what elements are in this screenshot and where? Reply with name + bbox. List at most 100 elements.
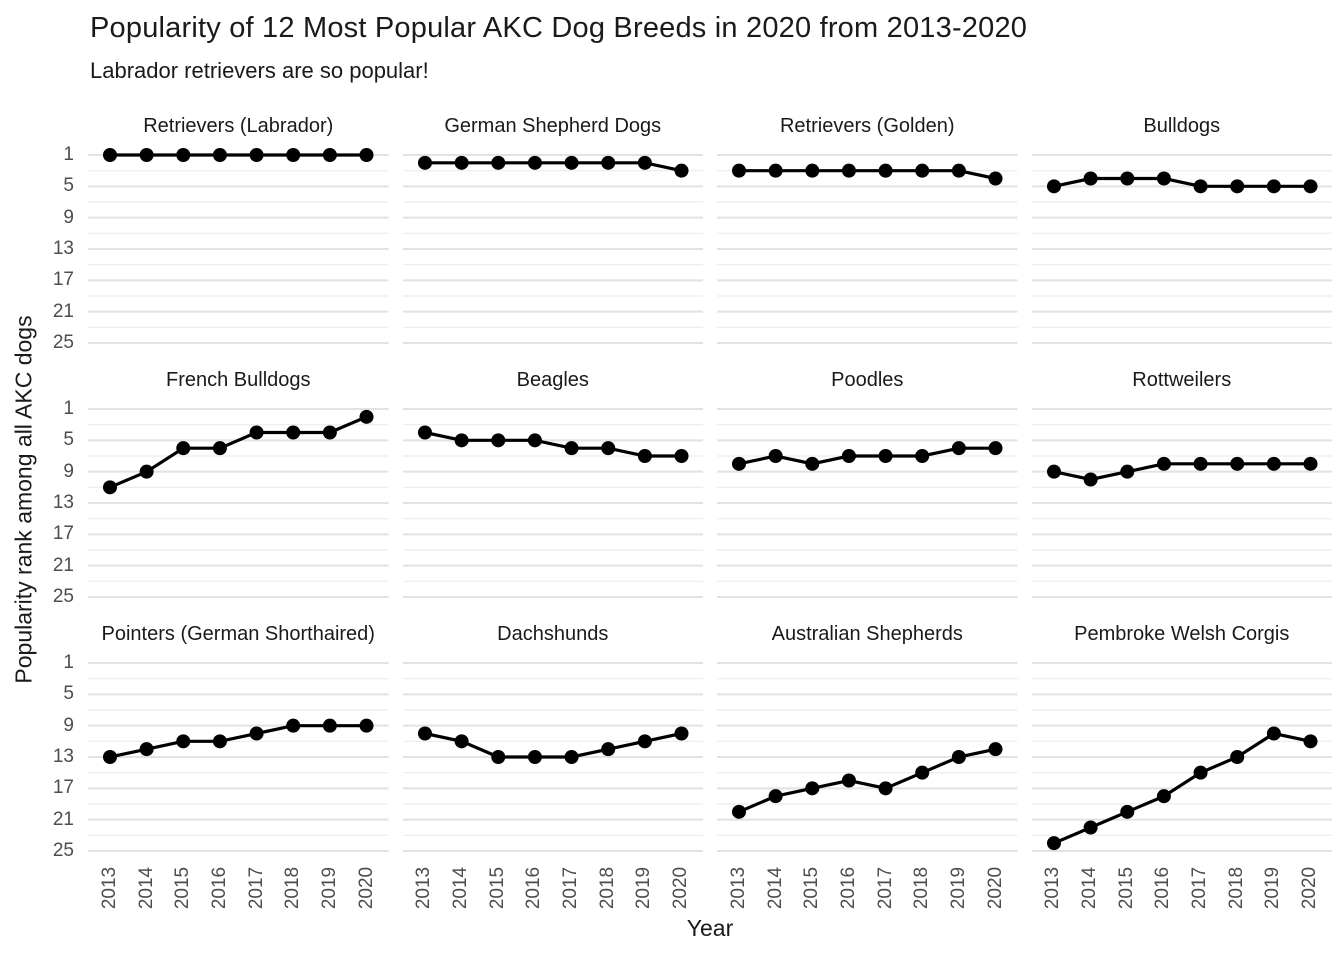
data-point xyxy=(417,726,432,741)
facet-plot-area xyxy=(1031,408,1332,598)
facet-panel: Pointers (German Shorthaired) xyxy=(88,621,389,861)
data-point xyxy=(915,163,930,178)
x-axis-tick-label: 2019 xyxy=(947,866,969,910)
data-point xyxy=(637,448,652,463)
x-axis-tick-label: 2013 xyxy=(727,866,749,910)
facet-strip-title: Bulldogs xyxy=(1143,115,1221,137)
y-axis-title: Popularity rank among all AKC dogs xyxy=(10,315,37,684)
x-axis-tick-label: 2014 xyxy=(135,866,157,910)
x-axis-tick-label: 2014 xyxy=(450,866,472,910)
data-point xyxy=(490,433,505,448)
x-axis-tick-label: 2014 xyxy=(764,866,786,910)
x-axis-tick-label: 2013 xyxy=(1042,866,1064,910)
x-axis-tick-label: 2015 xyxy=(1115,866,1137,910)
y-axis-tick-label: 13 xyxy=(52,745,74,767)
data-point xyxy=(1303,456,1318,471)
facet-strip-title: Pembroke Welsh Corgis xyxy=(1074,623,1290,645)
y-axis-tick-label: 13 xyxy=(52,491,74,513)
facet-panel: Beagles xyxy=(402,367,703,607)
data-point xyxy=(322,425,337,440)
data-point xyxy=(527,155,542,170)
data-point xyxy=(322,718,337,733)
data-point xyxy=(212,441,227,456)
data-point xyxy=(102,148,117,162)
data-point xyxy=(768,163,783,178)
y-axis-tick-label: 5 xyxy=(63,429,74,451)
facet-panel: French Bulldogs xyxy=(88,367,389,607)
y-axis-tick-label: 25 xyxy=(52,585,74,607)
x-axis-tick-label: 2013 xyxy=(413,866,435,910)
data-point xyxy=(212,148,227,162)
data-point xyxy=(988,441,1003,456)
facet-strip-title: Beagles xyxy=(516,369,589,391)
data-point xyxy=(286,718,301,733)
data-point xyxy=(731,456,746,471)
data-point xyxy=(841,773,856,788)
y-axis-tick-label: 5 xyxy=(63,175,74,197)
y-axis-tick-label: 1 xyxy=(63,652,74,673)
x-axis-tick-label: 2018 xyxy=(596,866,618,910)
data-point xyxy=(454,433,469,448)
data-point xyxy=(1156,456,1171,471)
data-point xyxy=(249,726,264,741)
facet-panel: German Shepherd Dogs xyxy=(402,113,703,353)
data-point xyxy=(1193,179,1208,194)
data-point xyxy=(674,448,689,463)
x-axis-tick-label: 2020 xyxy=(355,866,377,910)
x-axis-tick-label: 2016 xyxy=(1152,866,1174,910)
data-point xyxy=(1156,789,1171,804)
data-point xyxy=(417,425,432,440)
data-point xyxy=(417,155,432,170)
y-axis-tick-label: 25 xyxy=(52,331,74,353)
data-point xyxy=(102,749,117,764)
chart-subtitle: Labrador retrievers are so popular! xyxy=(90,58,429,83)
facet-strip-title: Retrievers (Labrador) xyxy=(143,115,334,137)
facet-panel: Retrievers (Labrador) xyxy=(88,113,389,353)
y-axis-tick-column: 1 5 9 13 17 21 25 xyxy=(40,367,74,607)
data-point xyxy=(731,804,746,819)
x-axis-tick-label: 2016 xyxy=(208,866,230,910)
data-point xyxy=(768,789,783,804)
x-axis-tick-label: 2018 xyxy=(911,866,933,910)
x-axis-tick-label: 2017 xyxy=(245,866,267,910)
x-axis-tick-label: 2020 xyxy=(984,866,1006,910)
x-axis-tick-label: 2015 xyxy=(172,866,194,910)
x-axis-tick-label: 2015 xyxy=(801,866,823,910)
x-axis-tick-label: 2018 xyxy=(282,866,304,910)
data-point xyxy=(768,448,783,463)
y-axis-tick-label: 17 xyxy=(52,523,74,545)
data-point xyxy=(1083,820,1098,835)
data-point xyxy=(564,441,579,456)
y-axis-tick-label: 21 xyxy=(52,300,74,322)
facet-panel: Rottweilers xyxy=(1031,367,1332,607)
facet-panel: Poodles xyxy=(717,367,1018,607)
data-point xyxy=(1046,464,1061,479)
data-point xyxy=(731,163,746,178)
data-point xyxy=(1119,464,1134,479)
x-axis-tick-label: 2020 xyxy=(670,866,691,910)
data-point xyxy=(359,148,374,162)
y-axis-tick-label: 17 xyxy=(52,777,74,799)
y-axis-tick-label: 17 xyxy=(52,269,74,291)
x-axis-tick-label: 2013 xyxy=(98,866,120,910)
data-point xyxy=(841,448,856,463)
data-point xyxy=(176,148,191,162)
facet-plot-area xyxy=(402,154,703,344)
x-axis-tick-label: 2019 xyxy=(633,866,655,910)
facet-plot-area xyxy=(717,662,1018,852)
y-axis-tick-label: 1 xyxy=(63,398,74,419)
facet-plot-area xyxy=(402,408,703,598)
x-axis-tick-label: 2017 xyxy=(874,866,896,910)
chart-title: Popularity of 12 Most Popular AKC Dog Br… xyxy=(90,12,1028,44)
data-point xyxy=(805,456,820,471)
facet-strip-title: Retrievers (Golden) xyxy=(779,115,955,137)
x-axis-tick-label: 2016 xyxy=(837,866,859,910)
x-axis-tick-label: 2017 xyxy=(560,866,582,910)
x-axis-tick-label: 2020 xyxy=(1299,866,1320,910)
data-point xyxy=(1156,171,1171,186)
facet-strip-title: Australian Shepherds xyxy=(771,623,963,645)
y-axis-tick-label: 9 xyxy=(63,714,74,736)
data-point xyxy=(249,425,264,440)
data-point xyxy=(490,155,505,170)
